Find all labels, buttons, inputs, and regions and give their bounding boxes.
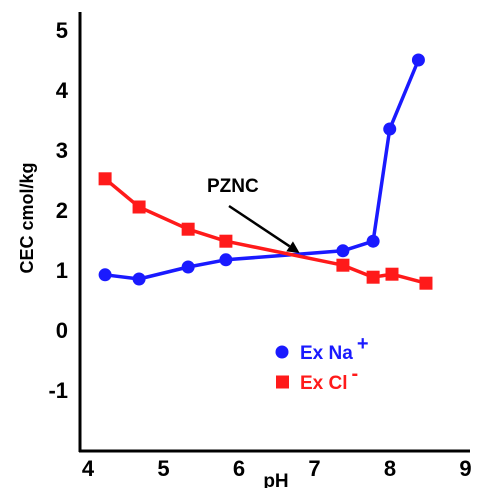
x-tick-label: 5 — [157, 456, 169, 481]
data-point — [366, 270, 380, 284]
data-point — [419, 276, 433, 290]
legend-label: Ex Cl - — [300, 363, 358, 394]
data-point — [181, 222, 195, 236]
y-tick-label: -1 — [48, 378, 68, 403]
data-point — [336, 258, 350, 272]
x-tick-label: 7 — [308, 456, 320, 481]
axes — [78, 12, 470, 453]
data-point — [98, 268, 112, 282]
data-point — [411, 53, 425, 67]
y-tick-label: 3 — [56, 138, 68, 163]
x-tick-label: 4 — [82, 456, 95, 481]
x-axis-label: pH — [263, 471, 288, 488]
data-point — [219, 253, 233, 267]
y-tick-label: 2 — [56, 198, 68, 223]
x-tick-labels: 4 5 6 7 8 9 — [82, 456, 472, 481]
y-tick-label: 1 — [56, 258, 68, 283]
x-tick-label: 8 — [384, 456, 396, 481]
y-tick-label: 5 — [56, 18, 68, 43]
data-point — [366, 234, 380, 248]
pznc-arrow-head — [286, 241, 300, 253]
data-point — [336, 244, 350, 258]
pznc-annotation: PZNC — [207, 176, 300, 253]
data-point — [181, 260, 195, 274]
series-line — [104, 59, 421, 281]
legend-item-ex-na: Ex Na + — [275, 333, 369, 364]
data-point — [132, 200, 146, 214]
data-point — [219, 234, 233, 248]
series-ex-cl — [98, 172, 433, 290]
pznc-arrow — [228, 204, 291, 248]
legend: Ex Na +Ex Cl - — [275, 333, 369, 394]
data-point — [385, 267, 399, 281]
pznc-label: PZNC — [207, 176, 259, 197]
legend-marker — [276, 375, 289, 389]
data-point — [132, 272, 146, 286]
series-ex-na — [98, 53, 425, 286]
x-tick-label: 9 — [459, 456, 471, 481]
legend-label: Ex Na + — [300, 333, 369, 364]
series-layer — [98, 53, 433, 290]
y-tick-label: 4 — [56, 78, 69, 103]
legend-item-ex-cl: Ex Cl - — [276, 363, 358, 394]
data-point — [98, 172, 112, 186]
x-tick-label: 6 — [233, 456, 245, 481]
y-tick-label: 0 — [56, 318, 68, 343]
data-point — [383, 122, 397, 136]
y-tick-labels: 5 4 3 2 1 0 -1 — [48, 18, 68, 403]
legend-marker — [275, 345, 289, 359]
y-axis-label: CEC cmol/kg — [17, 162, 37, 273]
